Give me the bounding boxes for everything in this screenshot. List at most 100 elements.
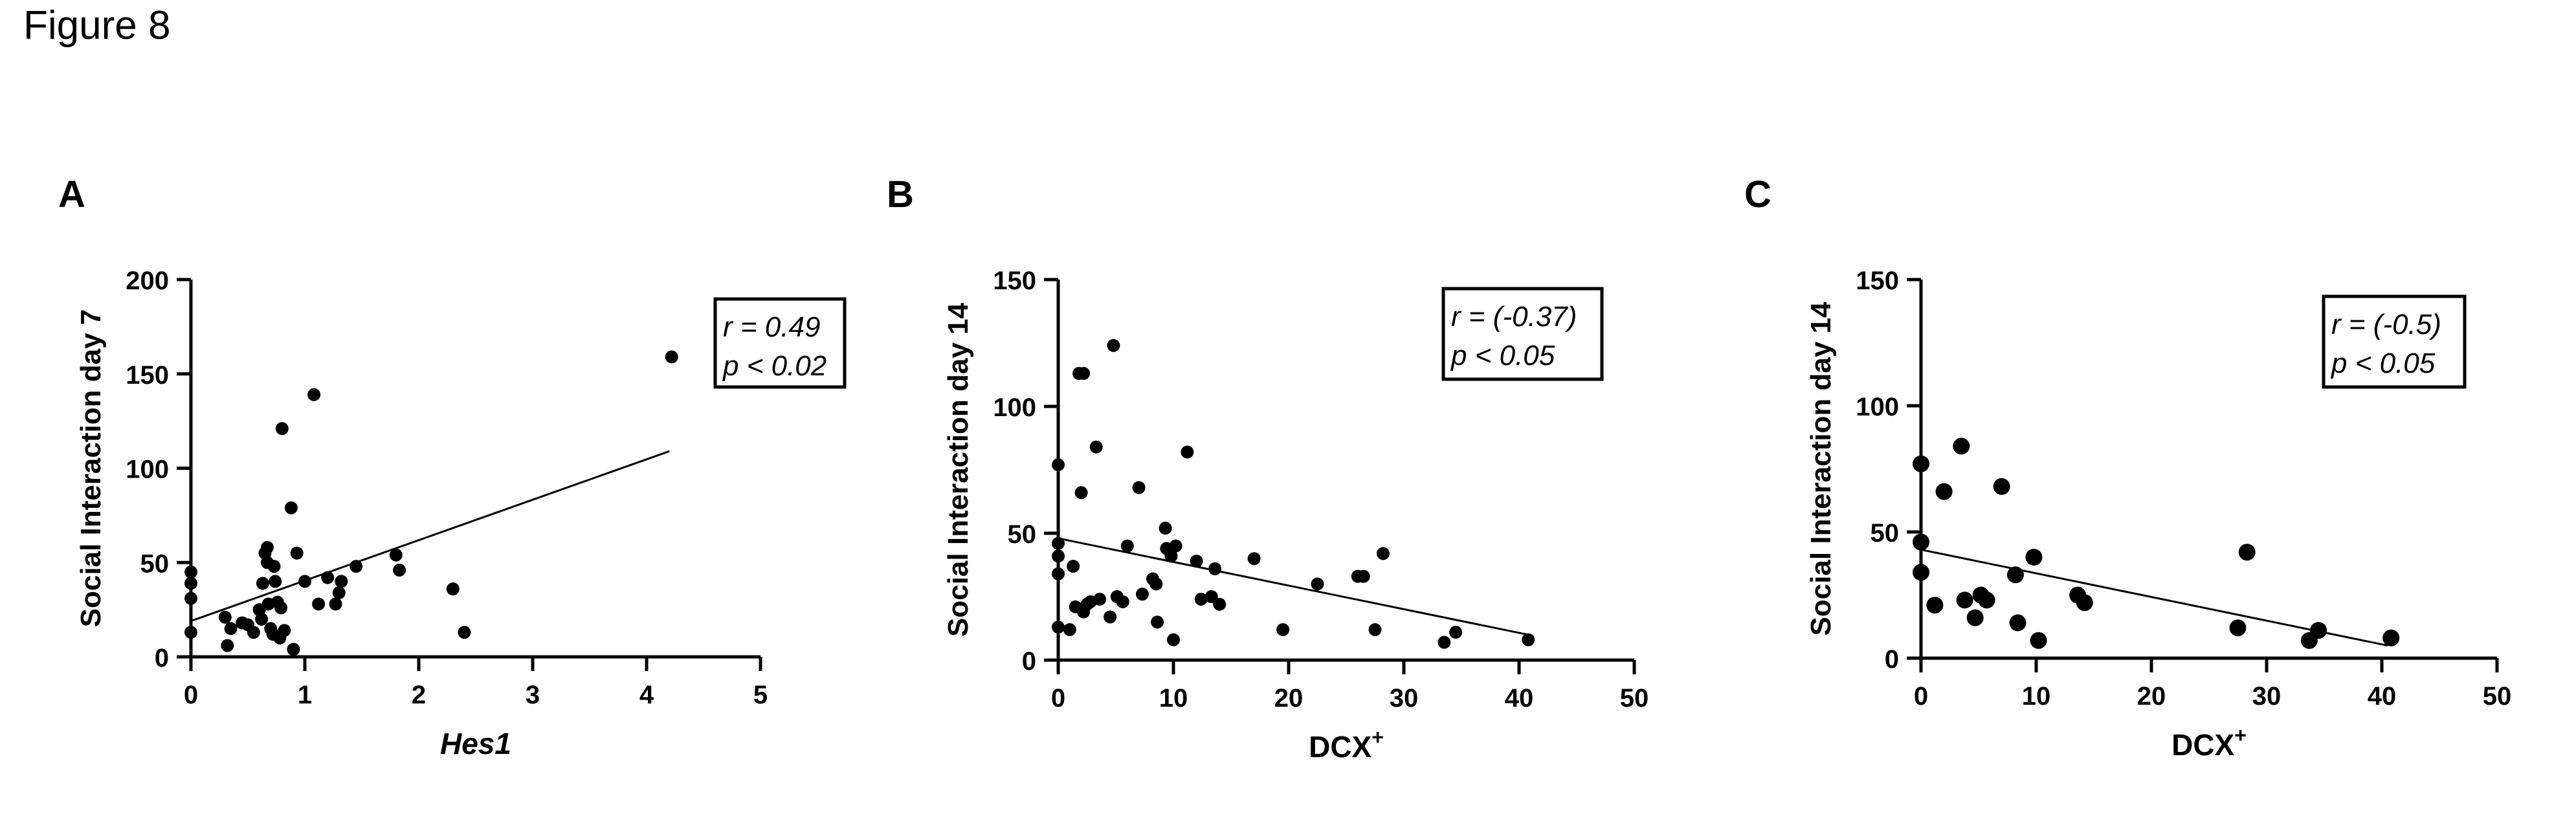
data-point [1935, 483, 1953, 500]
data-point [1978, 591, 1995, 609]
data-point [1276, 623, 1290, 636]
data-point [2310, 622, 2327, 639]
data-point [2030, 632, 2047, 649]
data-point [1181, 445, 1194, 459]
stats-annotation: r = (-0.5) p < 0.05 [2322, 294, 2467, 389]
data-point [1135, 588, 1149, 601]
data-point [2009, 614, 2026, 632]
x-tick-label: 30 [1390, 684, 1419, 713]
stats-annotation: r = 0.49 p < 0.02 [713, 297, 847, 389]
data-point [1357, 569, 1370, 583]
chart-panel-b: B 0 50 100 150 0 10 20 30 40 50 DCX+ Social Interact… [887, 173, 1649, 764]
panel-letter: B [887, 173, 914, 216]
data-point [184, 591, 197, 605]
data-point [312, 597, 326, 611]
data-point [1074, 486, 1088, 500]
data-point [1956, 591, 1973, 609]
data-point [284, 501, 298, 514]
data-point [275, 422, 289, 436]
p-value-text: p < 0.05 [2330, 348, 2436, 379]
annotation-box [2322, 294, 2467, 389]
y-tick-label: 100 [1856, 393, 1899, 421]
data-point [1159, 522, 1172, 535]
y-tick-label: 150 [126, 361, 169, 390]
x-tick-label: 20 [2137, 682, 2166, 711]
data-point [446, 582, 460, 596]
data-point [1052, 458, 1065, 472]
y-axis-label: Social Interaction day 14 [942, 302, 974, 636]
data-point [1149, 577, 1163, 591]
data-point [267, 560, 281, 573]
data-point [1953, 437, 1970, 455]
data-point [1993, 478, 2010, 495]
data-point [256, 577, 269, 590]
data-point [269, 575, 282, 588]
y-tick-label: 100 [993, 393, 1036, 422]
x-tick-label: 40 [2368, 682, 2397, 711]
x-tick-label: 0 [1914, 682, 1928, 711]
x-tick-label: 20 [1274, 684, 1304, 713]
data-point [1213, 597, 1227, 611]
data-point [184, 626, 197, 639]
data-point [287, 643, 300, 656]
data-point [1077, 367, 1091, 381]
data-point [1132, 481, 1146, 494]
data-point [321, 571, 335, 584]
x-axis-label: DCX+ [1309, 725, 1384, 764]
data-point [1120, 539, 1134, 553]
data-point [1926, 597, 1944, 614]
data-point [260, 540, 274, 554]
data-point [278, 624, 291, 637]
panel-letter: C [1744, 173, 1771, 216]
data-point [1966, 609, 1984, 626]
data-point [1067, 559, 1080, 573]
data-point [1311, 577, 1324, 591]
data-point [1164, 549, 1178, 563]
data-point [1368, 623, 1382, 636]
data-point [1093, 592, 1107, 606]
y-tick-label: 200 [126, 267, 169, 295]
data-point [1913, 564, 1929, 581]
x-tick-label: 10 [1159, 684, 1188, 713]
r-value-text: r = 0.49 [723, 311, 820, 343]
data-point [1052, 567, 1065, 580]
x-tick-label: 50 [2483, 682, 2512, 711]
x-tick-label: 2 [412, 681, 426, 709]
regression-line [1920, 548, 2388, 647]
data-point [1104, 610, 1117, 624]
data-point [2006, 566, 2024, 584]
x-tick-label: 1 [298, 681, 312, 709]
x-tick-label: 50 [1620, 684, 1649, 713]
data-point [1205, 590, 1218, 603]
x-tick-label: 3 [526, 681, 540, 709]
x-axis-label: DCX+ [2171, 724, 2247, 762]
data-point [290, 546, 304, 560]
data-point [184, 577, 197, 590]
data-point [184, 565, 197, 579]
y-tick-label: 0 [155, 644, 169, 672]
x-axis-label: Hes1 [440, 727, 511, 760]
x-tick-label: 0 [1051, 684, 1065, 713]
data-point [332, 586, 346, 599]
data-point [1063, 623, 1076, 636]
data-point [1089, 440, 1103, 454]
annotation-box [713, 297, 847, 389]
data-point [307, 388, 321, 401]
data-point [1169, 539, 1183, 553]
y-tick-label: 50 [140, 549, 170, 578]
data-point [1913, 455, 1929, 472]
y-tick-label: 50 [1008, 520, 1037, 549]
y-tick-label: 0 [1885, 645, 1899, 674]
data-point [221, 639, 234, 652]
data-point [1194, 592, 1208, 606]
y-tick-label: 150 [993, 267, 1036, 295]
data-point [218, 610, 232, 624]
chart-panel-c: C 0 50 100 150 0 10 20 30 40 50 DCX+ Social Interact… [1744, 173, 2511, 762]
data-point [224, 622, 238, 636]
x-tick-label: 0 [184, 681, 198, 709]
r-value-text: r = (-0.37) [1451, 301, 1577, 333]
p-value-text: p < 0.05 [1450, 340, 1555, 371]
data-point [2382, 629, 2400, 647]
regression-line [1058, 537, 1529, 636]
